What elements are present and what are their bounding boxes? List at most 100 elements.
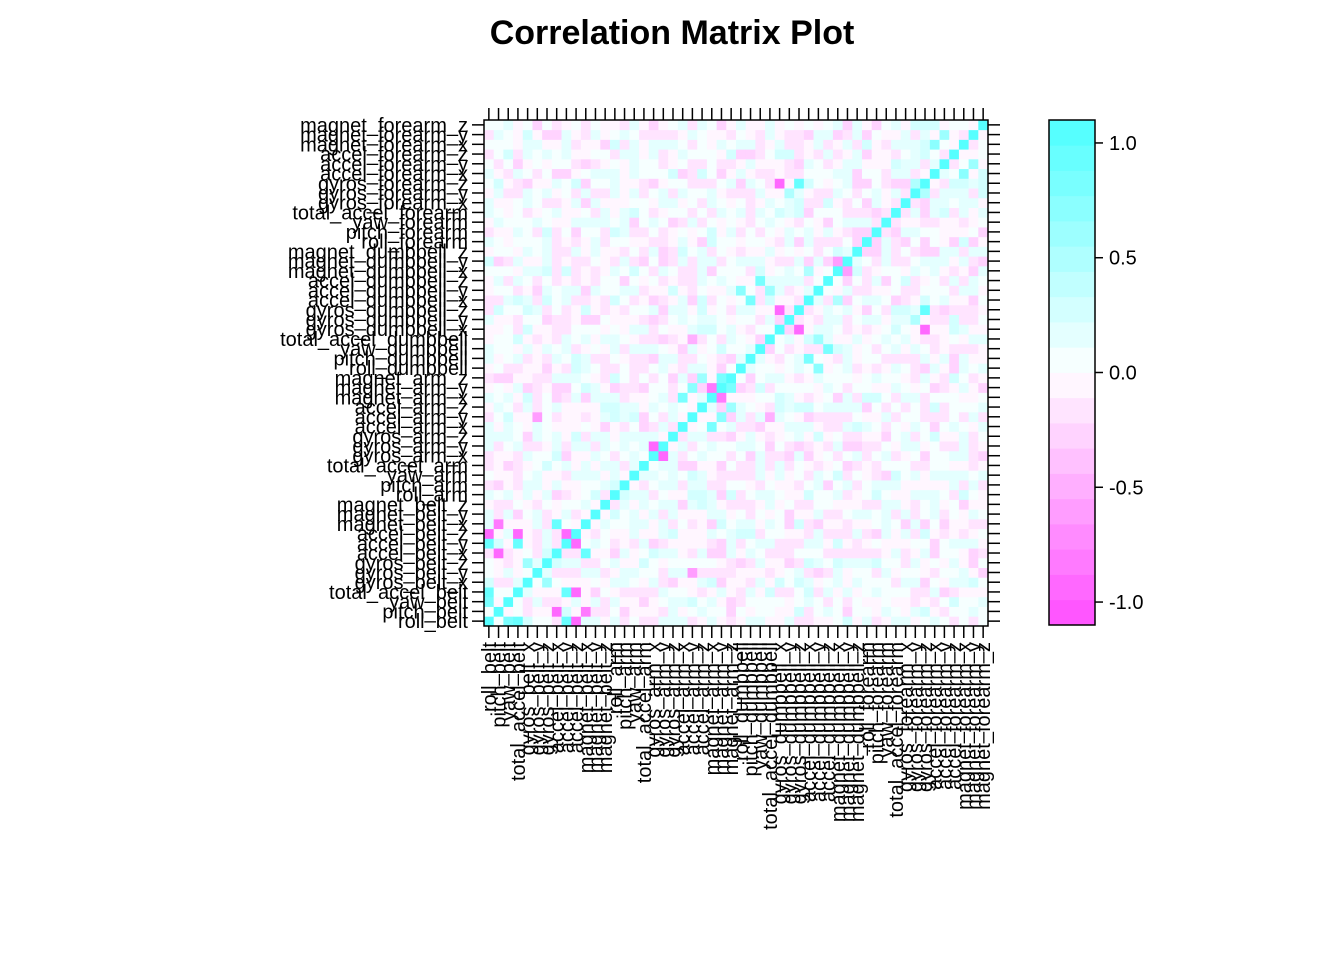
heatmap-cell bbox=[648, 139, 659, 150]
heatmap-cell bbox=[580, 616, 592, 627]
heatmap-cell bbox=[958, 616, 970, 627]
heatmap-cell bbox=[939, 334, 950, 345]
heatmap-cell bbox=[745, 411, 756, 423]
x-tick-label: accel_forearm_y bbox=[934, 642, 956, 790]
heatmap-cell bbox=[929, 314, 940, 325]
heatmap-cell bbox=[561, 197, 572, 208]
heatmap-cell bbox=[968, 567, 979, 578]
heatmap-cell bbox=[610, 489, 621, 500]
heatmap-cell bbox=[755, 421, 766, 432]
y-tick-label: magnet_arm_y bbox=[335, 378, 468, 400]
heatmap-cell bbox=[978, 509, 989, 520]
heatmap-cell bbox=[852, 334, 863, 345]
heatmap-cell bbox=[736, 441, 747, 452]
heatmap-cell bbox=[881, 509, 892, 520]
heatmap-cell bbox=[503, 275, 514, 286]
heatmap-cell bbox=[590, 528, 601, 539]
heatmap-cell bbox=[900, 236, 911, 247]
y-tick-label: accel_forearm_z bbox=[320, 144, 468, 166]
heatmap-cell bbox=[939, 528, 950, 539]
heatmap-cell bbox=[794, 518, 805, 530]
heatmap-cell bbox=[832, 149, 844, 160]
heatmap-cell bbox=[493, 373, 504, 384]
heatmap-cell bbox=[590, 314, 601, 325]
heatmap-cell bbox=[639, 217, 650, 228]
heatmap-cell bbox=[687, 616, 698, 627]
y-tick-label: accel_dumbbell_x bbox=[308, 290, 468, 312]
heatmap-cell bbox=[871, 499, 882, 510]
heatmap-cell bbox=[677, 596, 688, 607]
heatmap-cell bbox=[697, 295, 708, 306]
heatmap-cell bbox=[697, 353, 708, 364]
y-tick-label: roll_arm bbox=[396, 485, 468, 507]
heatmap-cell bbox=[610, 616, 621, 627]
y-tick-label: pitch_arm bbox=[380, 475, 468, 497]
heatmap-cell bbox=[794, 587, 805, 598]
heatmap-cell bbox=[745, 158, 756, 170]
heatmap-cell bbox=[871, 314, 882, 325]
heatmap-cell bbox=[522, 324, 533, 335]
heatmap-cell bbox=[610, 285, 621, 296]
heatmap-cell bbox=[900, 567, 911, 578]
heatmap-cell bbox=[658, 596, 669, 607]
heatmap-cell bbox=[580, 246, 592, 257]
heatmap-cell bbox=[813, 265, 824, 277]
heatmap-cell bbox=[658, 460, 669, 471]
heatmap-cell bbox=[590, 489, 601, 500]
heatmap-cell bbox=[949, 324, 960, 335]
heatmap-cell bbox=[658, 577, 669, 588]
heatmap-cell bbox=[600, 129, 611, 140]
heatmap-cell bbox=[706, 489, 718, 500]
heatmap-cell bbox=[619, 557, 630, 569]
heatmap-cell bbox=[920, 353, 931, 364]
heatmap-cell bbox=[677, 129, 688, 140]
heatmap-cell bbox=[590, 158, 601, 170]
heatmap-cell bbox=[978, 168, 989, 179]
heatmap-cell bbox=[939, 382, 950, 393]
heatmap-cell bbox=[542, 324, 553, 335]
heatmap-cell bbox=[484, 421, 495, 432]
heatmap-cell bbox=[677, 353, 688, 364]
heatmap-cell bbox=[832, 207, 844, 218]
heatmap-cell bbox=[891, 129, 902, 140]
heatmap-cell bbox=[551, 334, 562, 345]
heatmap-cell bbox=[900, 499, 911, 510]
heatmap-cell bbox=[823, 139, 834, 150]
heatmap-cell bbox=[900, 353, 911, 364]
heatmap-cell bbox=[687, 227, 698, 238]
heatmap-cell bbox=[842, 363, 853, 374]
heatmap-cell bbox=[639, 606, 650, 617]
heatmap-cell bbox=[687, 567, 698, 578]
heatmap-cell bbox=[765, 334, 776, 345]
heatmap-cell bbox=[842, 353, 853, 364]
heatmap-cell bbox=[706, 275, 718, 286]
heatmap-cell bbox=[716, 596, 727, 607]
heatmap-cell bbox=[920, 392, 931, 403]
heatmap-cell bbox=[542, 158, 553, 170]
heatmap-cell bbox=[687, 197, 698, 208]
heatmap-cell bbox=[619, 363, 630, 374]
x-tick-label: magnet_forearm_x bbox=[954, 642, 976, 810]
heatmap-cell bbox=[551, 548, 562, 559]
heatmap-cell bbox=[532, 304, 543, 316]
heatmap-cell bbox=[551, 528, 562, 539]
heatmap-cell bbox=[794, 538, 805, 549]
heatmap-cell bbox=[842, 304, 853, 316]
heatmap-cell bbox=[774, 392, 785, 403]
heatmap-cell bbox=[920, 460, 931, 471]
heatmap-cell bbox=[493, 256, 504, 267]
heatmap-cell bbox=[580, 480, 592, 491]
heatmap-cell bbox=[852, 373, 863, 384]
heatmap-cell bbox=[910, 265, 921, 277]
heatmap-cell bbox=[852, 392, 863, 403]
heatmap-cell bbox=[755, 363, 766, 374]
heatmap-cell bbox=[939, 460, 950, 471]
heatmap-cell bbox=[832, 285, 844, 296]
heatmap-cell bbox=[658, 606, 669, 617]
heatmap-cell bbox=[910, 217, 921, 228]
heatmap-cell bbox=[542, 285, 553, 296]
heatmap-cell bbox=[774, 139, 785, 150]
heatmap-cell bbox=[600, 139, 611, 150]
heatmap-cell bbox=[736, 363, 747, 374]
heatmap-cell bbox=[842, 596, 853, 607]
